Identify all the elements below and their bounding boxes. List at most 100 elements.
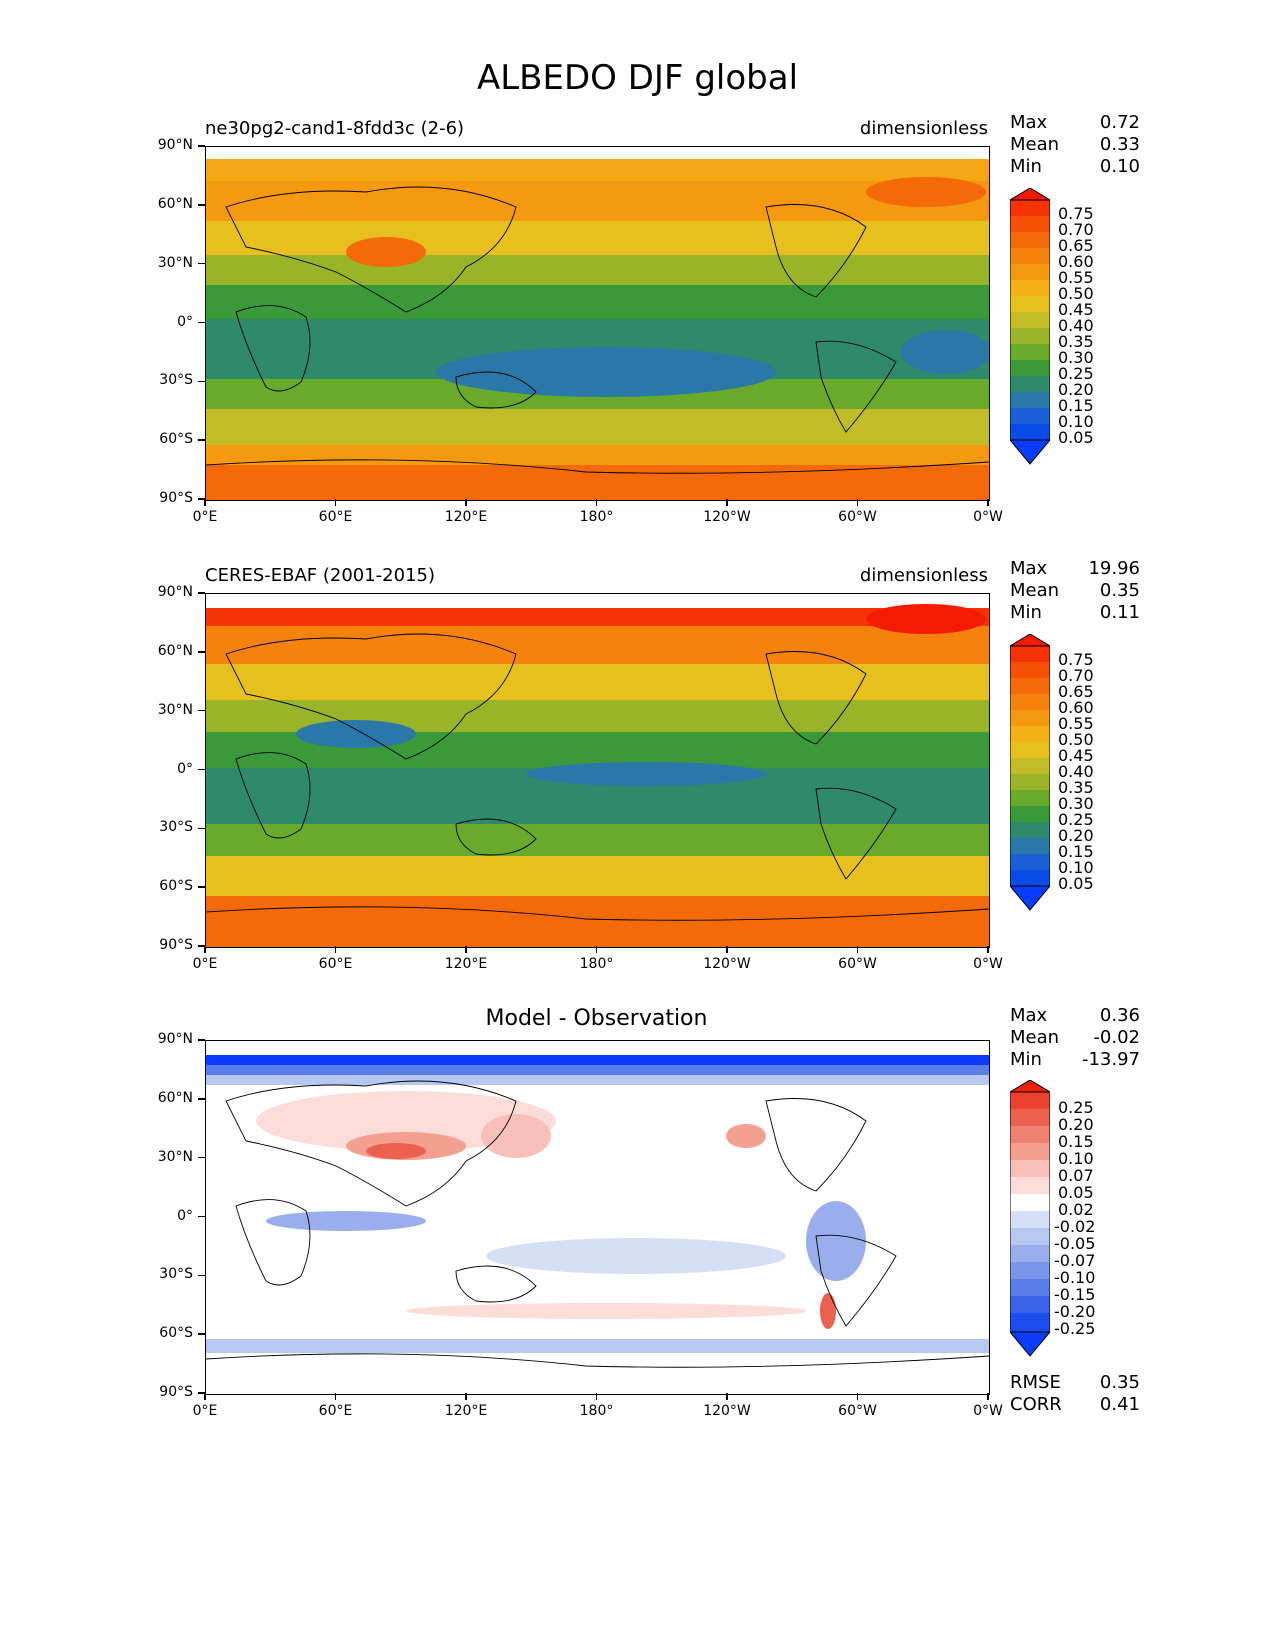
colorbar-swatches <box>1008 1079 1052 1357</box>
x-axis-label: 0°W <box>973 956 1003 972</box>
x-axis-label: 0°E <box>192 509 218 525</box>
colorbar-label: 0.15 <box>1058 396 1094 415</box>
y-axis-label: 0° <box>177 760 193 777</box>
stat-value: 0.72 <box>1099 112 1140 133</box>
colorbar-label: 0.05 <box>1058 428 1094 447</box>
x-axis-label: 0°E <box>192 956 218 972</box>
colorbar-label: 0.35 <box>1058 332 1094 351</box>
x-axis-label: 120°W <box>703 956 751 972</box>
colorbar-label: 0.05 <box>1058 874 1094 893</box>
colorbar-label: 0.25 <box>1058 364 1094 383</box>
colorbar-label: -0.02 <box>1054 1217 1096 1236</box>
y-axis-label: 90°S <box>159 490 193 506</box>
metric-label: CORR <box>1010 1394 1062 1415</box>
colorbar-label: 0.10 <box>1058 1149 1094 1168</box>
y-axis-label: 90°S <box>159 937 193 953</box>
x-axis-tick <box>465 1393 467 1400</box>
y-axis-tick <box>198 768 205 771</box>
x-axis-label: 120°E <box>444 509 488 525</box>
x-axis-tick <box>987 946 989 953</box>
rmse-metric: RMSE 0.35 <box>1010 1372 1140 1393</box>
y-axis-label: 90°N <box>157 1031 193 1047</box>
y-axis-tick <box>198 1156 205 1159</box>
colorbar-label: 0.55 <box>1058 714 1094 733</box>
y-axis-tick <box>198 1333 205 1335</box>
colorbar-label: 0.60 <box>1058 252 1094 271</box>
colorbar-label: 0.10 <box>1058 412 1094 431</box>
colorbar-swatches <box>1008 187 1052 465</box>
y-axis-label: 0° <box>177 1207 193 1224</box>
stat-label: Mean <box>1010 134 1060 155</box>
x-axis-label: 180° <box>579 956 614 972</box>
metric-value: 0.35 <box>1099 1372 1140 1393</box>
colorbar-label: 0.70 <box>1058 220 1094 239</box>
colorbar-label: -0.05 <box>1054 1234 1096 1253</box>
stat-label: Mean <box>1010 1027 1060 1048</box>
stat-label: Max <box>1010 558 1048 579</box>
y-axis-label: 60°S <box>159 878 193 895</box>
map-plot-difference <box>205 1040 990 1395</box>
x-axis-tick <box>726 499 728 506</box>
colorbar-observation: 0.75 0.70 0.65 0.60 0.55 0.50 0.45 0.40 … <box>1008 633 1094 918</box>
colorbar-label: -0.07 <box>1054 1251 1096 1270</box>
panel-units-label: dimensionless <box>859 565 988 586</box>
colorbar-label: 0.75 <box>1058 650 1094 669</box>
colorbar-label: -0.15 <box>1054 1285 1096 1304</box>
y-axis-label: 60°N <box>157 1089 193 1106</box>
stat-label: Min <box>1010 1049 1042 1070</box>
panel-left-label: CERES-EBAF (2001-2015) <box>205 565 436 586</box>
y-axis-tick <box>198 709 205 712</box>
x-axis-label: 0°W <box>973 1403 1003 1419</box>
colorbar-label: 0.07 <box>1058 1166 1094 1185</box>
panel-center-label: Model - Observation <box>485 1006 708 1031</box>
x-axis-tick <box>334 1393 337 1400</box>
panel-units-label: dimensionless <box>859 118 988 139</box>
y-axis-tick <box>198 1039 205 1041</box>
colorbar-label: 0.45 <box>1058 300 1094 319</box>
x-axis-tick <box>204 1393 206 1400</box>
stat-label: Max <box>1010 1005 1048 1026</box>
x-axis-tick <box>595 946 598 953</box>
x-axis-label: 60°W <box>838 1403 877 1419</box>
y-axis-tick <box>198 439 205 441</box>
y-axis-tick <box>198 651 205 653</box>
x-axis-tick <box>726 1393 728 1400</box>
colorbar-label: 0.75 <box>1058 204 1094 223</box>
stat-value: -0.02 <box>1093 1027 1140 1048</box>
x-axis-tick <box>595 1393 598 1400</box>
stat-value: 0.11 <box>1099 602 1140 623</box>
x-axis-tick <box>465 499 467 506</box>
figure-title: ALBEDO DJF global <box>476 58 799 98</box>
stat-label: Min <box>1010 602 1042 623</box>
x-axis-tick <box>595 499 598 506</box>
x-axis-tick <box>726 946 728 953</box>
colorbar-label: 0.70 <box>1058 666 1094 685</box>
colorbar-label: 0.45 <box>1058 746 1094 765</box>
colorbar-label: 0.05 <box>1058 1183 1094 1202</box>
x-axis-tick <box>204 946 206 953</box>
y-axis-tick <box>198 498 205 500</box>
x-axis-tick <box>334 946 337 953</box>
albedo-map <box>206 594 989 947</box>
y-axis-tick <box>198 592 205 594</box>
map-plot-model <box>205 146 990 501</box>
y-axis-tick <box>198 827 205 830</box>
colorbar-label: 0.60 <box>1058 698 1094 717</box>
stats-block: Max 0.36 Mean -0.02 Min -13.97 <box>1010 1005 1140 1071</box>
map-plot-observation <box>205 593 990 948</box>
y-axis-label: 30°S <box>159 819 193 836</box>
x-axis-tick <box>987 499 989 506</box>
x-axis-tick <box>334 499 337 506</box>
x-axis-label: 180° <box>579 1403 614 1419</box>
x-axis-tick <box>856 946 859 953</box>
y-axis-tick <box>198 380 205 383</box>
colorbar-swatches <box>1008 633 1052 911</box>
stats-block: Max 19.96 Mean 0.35 Min 0.11 <box>1010 558 1140 624</box>
stats-block: Max 0.72 Mean 0.33 Min 0.10 <box>1010 112 1140 178</box>
colorbar-label: 0.30 <box>1058 794 1094 813</box>
x-axis-tick <box>856 499 859 506</box>
y-axis-label: 30°S <box>159 1266 193 1283</box>
colorbar-label: 0.40 <box>1058 762 1094 781</box>
y-axis-tick <box>198 145 205 147</box>
colorbar-label: 0.50 <box>1058 730 1094 749</box>
